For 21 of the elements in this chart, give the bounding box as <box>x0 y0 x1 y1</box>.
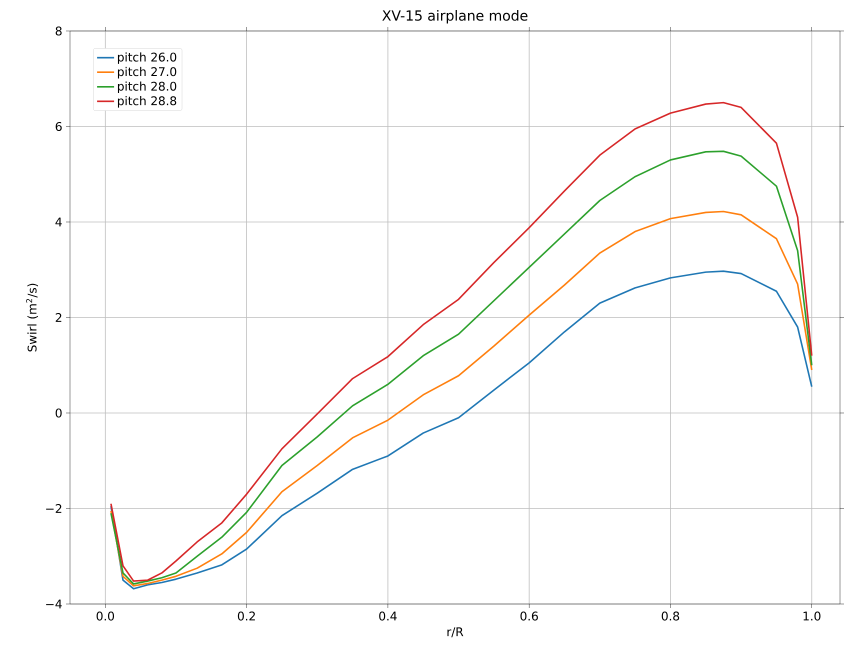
legend-label: pitch 27.0 <box>118 66 176 78</box>
y-tick-label: −4 <box>46 600 62 608</box>
y-tick-label: 6 <box>56 122 62 132</box>
chart-title: XV-15 airplane mode <box>382 10 528 24</box>
y-tick-label: −2 <box>46 504 62 513</box>
legend-label: pitch 26.0 <box>118 52 176 64</box>
x-axis-title: r/R <box>447 627 464 638</box>
x-tick-label: 0.4 <box>379 612 397 621</box>
x-tick-label: 0.0 <box>96 612 114 621</box>
legend-label: pitch 28.0 <box>118 81 176 94</box>
x-tick-label: 0.8 <box>662 612 680 621</box>
y-tick-label: 4 <box>55 218 62 226</box>
y-tick-label: 0 <box>56 408 62 418</box>
x-tick-label: 1.0 <box>804 612 820 621</box>
y-tick-label: 8 <box>56 26 62 36</box>
y-tick-label: 2 <box>56 313 62 322</box>
y-axis-title: Swirl (m$^{2}$/s) <box>26 284 38 352</box>
legend-label: pitch 28.8 <box>118 96 176 108</box>
line-series <box>110 270 813 590</box>
x-tick-label: 0.6 <box>520 612 538 621</box>
x-tick-label: 0.2 <box>238 612 255 621</box>
